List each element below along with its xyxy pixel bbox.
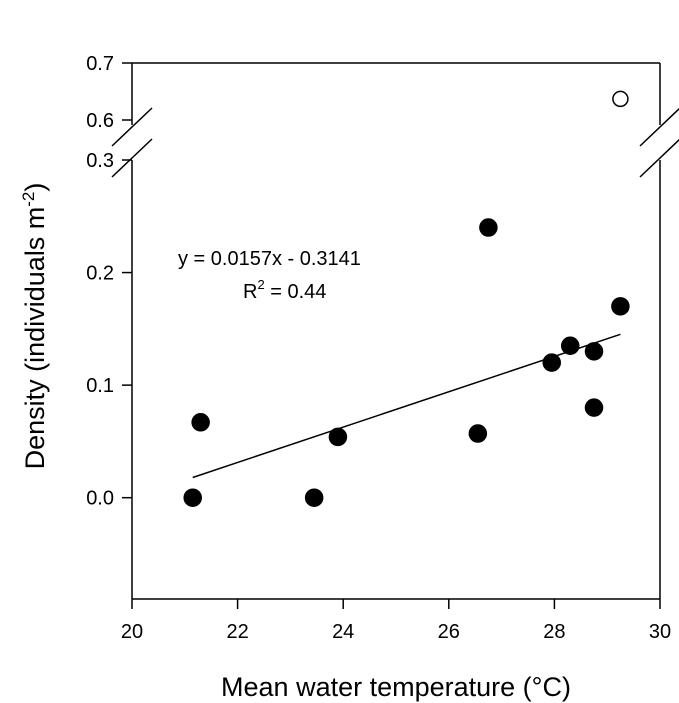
y-axis-ticks: 0.0 0.1 0.2 0.3 0.6 0.7 (86, 53, 132, 510)
y-tick-label: 0.3 (86, 150, 114, 172)
x-axis-ticks: 20 22 24 26 28 30 (121, 599, 671, 643)
x-tick-label: 28 (543, 621, 565, 643)
data-point (611, 297, 630, 316)
equation-label: y = 0.0157x - 0.3141 (178, 248, 361, 270)
x-tick-label: 20 (121, 621, 143, 643)
data-point (584, 398, 604, 417)
x-tick-label: 26 (438, 621, 460, 643)
data-point (183, 488, 202, 507)
data-point (304, 488, 324, 507)
y-axis-title: Density (individuals m-2) (19, 183, 50, 470)
data-point (560, 336, 580, 355)
x-tick-label: 22 (226, 621, 248, 643)
axis-break-mark (111, 107, 153, 147)
x-tick-label: 30 (649, 621, 671, 643)
y-tick-label: 0.0 (86, 488, 114, 510)
x-axis-title: Mean water temperature (°C) (221, 672, 571, 702)
y-tick-label: 0.1 (86, 375, 114, 397)
data-point (584, 342, 604, 361)
data-point (468, 424, 488, 443)
y-tick-label: 0.2 (86, 263, 114, 285)
axis-breaks (111, 107, 679, 178)
data-point (328, 427, 348, 447)
data-points (183, 90, 630, 507)
y-tick-label: 0.7 (86, 53, 114, 75)
plot-frame (131, 62, 661, 600)
open-data-point (612, 90, 629, 108)
axis-break-mark (639, 138, 679, 178)
data-point (191, 413, 210, 432)
y-tick-label: 0.6 (86, 110, 114, 132)
data-point (542, 353, 562, 372)
axis-break-mark (111, 138, 153, 178)
x-tick-label: 24 (332, 621, 354, 643)
r-squared-label: R2 = 0.44 (243, 277, 326, 303)
axis-break-mark (639, 107, 679, 147)
data-point (479, 218, 498, 237)
